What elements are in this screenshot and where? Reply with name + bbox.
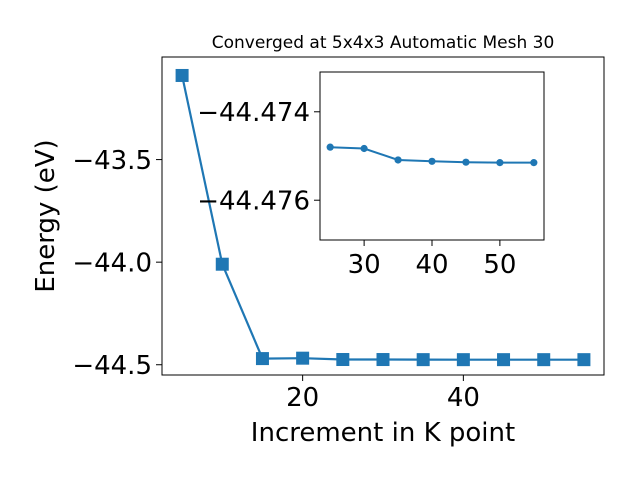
chart-title: Converged at 5x4x3 Automatic Mesh 30 — [212, 33, 555, 53]
main-x-tick-label: 20 — [286, 383, 319, 413]
main-data-point — [497, 353, 511, 367]
y-axis-label: Energy (eV) — [31, 139, 61, 292]
inset-plot: 30 40 50 −44.476 −44.474 — [197, 71, 545, 280]
main-y-tick-label: −44.0 — [72, 249, 152, 279]
main-y-tick-label: −44.5 — [72, 351, 152, 381]
inset-data-point — [462, 158, 470, 166]
inset-y-tick-label: −44.476 — [197, 187, 310, 217]
main-data-point — [215, 257, 229, 271]
main-data-point — [577, 353, 591, 367]
main-data-point — [255, 352, 269, 366]
inset-data-point — [326, 143, 334, 151]
main-data-point — [376, 353, 390, 367]
inset-data-point — [394, 156, 402, 164]
main-data-point — [336, 353, 350, 367]
inset-data-point — [360, 144, 368, 153]
main-data-point — [456, 353, 470, 367]
main-data-point — [175, 68, 189, 82]
inset-data-point — [530, 159, 538, 167]
inset-x-tick-label: 50 — [483, 250, 516, 280]
main-data-point — [537, 353, 551, 367]
main-data-point — [296, 351, 310, 365]
main-y-tick-label: −43.5 — [72, 146, 152, 176]
main-x-tick-label: 40 — [447, 383, 480, 413]
inset-y-tick-label: −44.474 — [197, 98, 310, 128]
inset-plot-frame — [319, 71, 545, 241]
x-axis-label: Increment in K point — [251, 418, 515, 448]
inset-data-point — [428, 157, 436, 165]
inset-x-tick-label: 30 — [348, 250, 381, 280]
main-data-point — [416, 353, 430, 367]
inset-data-point — [496, 159, 504, 167]
inset-x-tick-label: 40 — [415, 250, 448, 280]
